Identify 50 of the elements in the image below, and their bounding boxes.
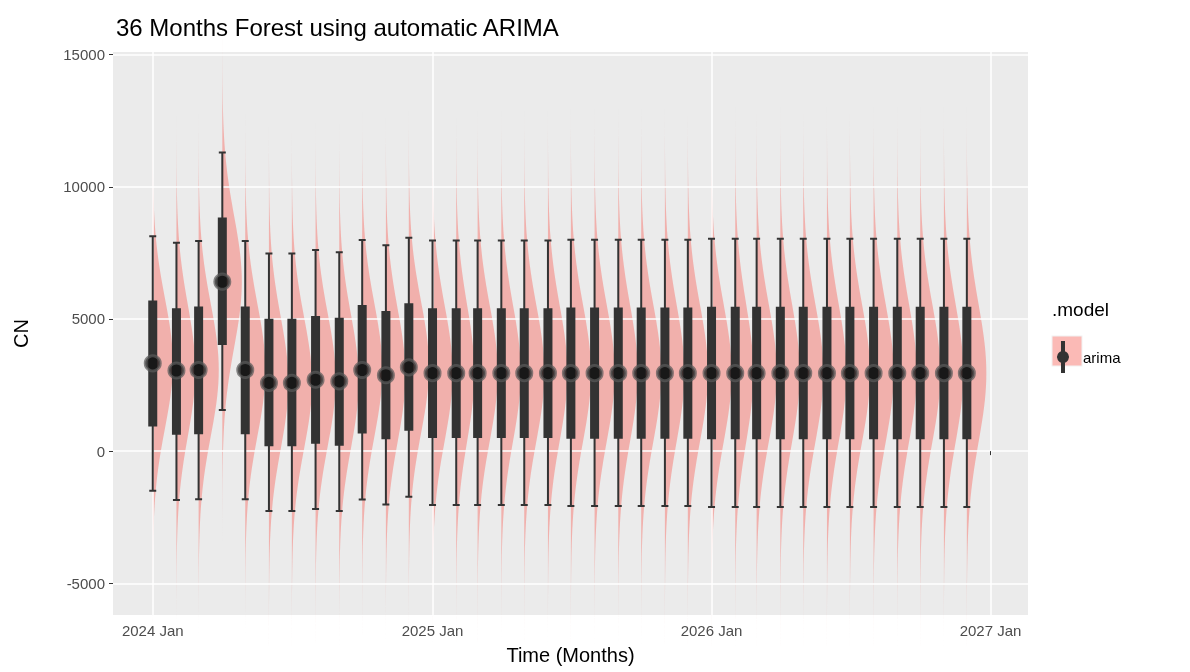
point [747, 364, 766, 383]
point [702, 364, 721, 383]
point [282, 373, 301, 392]
point [794, 364, 813, 383]
point [585, 364, 604, 383]
point [817, 364, 836, 383]
point [609, 364, 628, 383]
x-axis-title: Time (Months) [506, 644, 635, 666]
x-tick-label: 2025 Jan [401, 622, 464, 639]
y-tick-label: 0 [96, 442, 105, 460]
point [468, 364, 487, 383]
y-axis-title: CN [10, 319, 32, 348]
point [330, 372, 349, 391]
point [632, 364, 651, 383]
y-tick-label: 10000 [63, 178, 105, 196]
point [864, 364, 883, 383]
point [957, 364, 976, 383]
point [655, 364, 674, 383]
point [189, 360, 208, 379]
point [515, 364, 534, 383]
point [771, 364, 790, 383]
point [492, 364, 511, 383]
point [423, 364, 442, 383]
x-tick-label: 2026 Jan [680, 622, 743, 639]
point [353, 360, 372, 379]
point [911, 364, 930, 383]
point [678, 364, 697, 383]
point [399, 358, 418, 377]
point [538, 364, 557, 383]
point [726, 364, 745, 383]
point [213, 272, 232, 291]
point [143, 354, 162, 373]
point [561, 364, 580, 383]
y-tick-label: -5000 [66, 574, 105, 592]
x-tick-label: 2027 Jan [959, 622, 1022, 639]
point [840, 364, 859, 383]
point [167, 361, 186, 380]
y-tick-label: 15000 [63, 46, 105, 64]
point [447, 364, 466, 383]
point [306, 370, 325, 389]
point [259, 373, 278, 392]
point [934, 364, 953, 383]
point [888, 364, 907, 383]
point [236, 360, 255, 379]
legend-title: .model [1052, 299, 1110, 320]
x-tick-label: 2024 Jan [121, 622, 184, 639]
legend-label: arima [1083, 348, 1122, 366]
chart-title: 36 Months Forest using automatic ARIMA [116, 13, 559, 41]
point [376, 366, 395, 385]
y-tick-label: 5000 [71, 310, 105, 328]
